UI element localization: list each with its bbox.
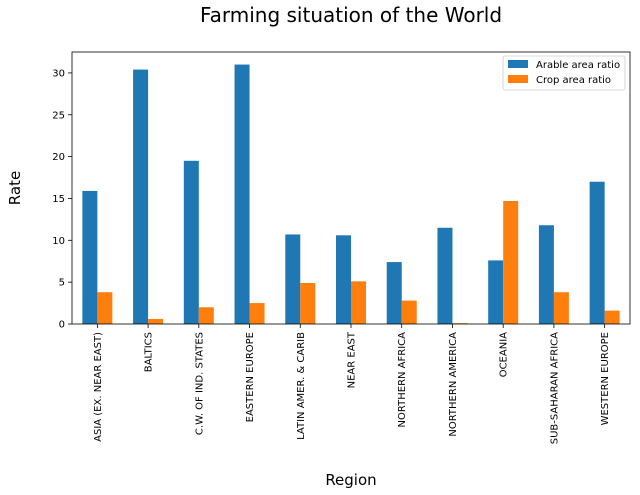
x-tick-label: NORTHERN AFRICA <box>397 332 408 428</box>
bar-crop-2 <box>198 307 214 324</box>
bar-crop-6 <box>401 300 417 324</box>
chart-title: Farming situation of the World <box>200 3 502 27</box>
bars-group <box>82 64 620 325</box>
x-tick-label: C.W. OF IND. STATES <box>194 332 205 435</box>
x-tick-label: WESTERN EUROPE <box>600 332 611 425</box>
x-axis-label: Region <box>325 471 376 489</box>
bar-arable-8 <box>488 260 504 324</box>
x-axis-ticks: ASIA (EX. NEAR EAST) BALTICS C.W. OF IND. … <box>93 324 611 444</box>
y-tick-label: 15 <box>52 194 65 205</box>
x-tick-label: NORTHERN AMERICA <box>448 332 459 437</box>
legend-box <box>502 55 626 91</box>
x-tick-label: ASIA (EX. NEAR EAST) <box>93 332 104 442</box>
bar-arable-7 <box>437 227 453 324</box>
bar-crop-7 <box>452 323 468 324</box>
bar-arable-0 <box>82 190 98 324</box>
y-tick-label: 25 <box>52 110 65 121</box>
bar-crop-0 <box>97 292 113 324</box>
legend: Arable area ratio Crop area ratio <box>502 55 626 91</box>
bar-arable-6 <box>386 262 402 324</box>
x-tick-label: BALTICS <box>144 332 155 372</box>
x-tick-label: LATIN AMER. & CARIB <box>296 332 307 440</box>
bar-crop-10 <box>604 310 620 324</box>
y-tick-label: 30 <box>52 68 65 79</box>
bar-arable-1 <box>133 69 149 325</box>
legend-label-crop: Crop area ratio <box>536 75 611 86</box>
bar-arable-4 <box>285 234 301 324</box>
plot-frame <box>71 51 631 325</box>
x-tick-label: NEAR EAST <box>347 331 358 388</box>
bar-arable-5 <box>336 235 351 324</box>
y-tick-label: 20 <box>52 152 65 163</box>
bar-crop-5 <box>351 281 366 324</box>
x-tick-label: EASTERN EUROPE <box>245 332 256 422</box>
bar-arable-2 <box>183 160 199 324</box>
legend-label-arable: Arable area ratio <box>536 60 620 71</box>
bar-crop-8 <box>503 200 519 324</box>
x-tick-label: OCEANIA <box>499 332 510 377</box>
bar-arable-9 <box>538 225 554 324</box>
y-axis-ticks: 0 5 10 15 20 25 30 <box>52 68 72 331</box>
y-tick-label: 0 <box>59 320 65 331</box>
bar-crop-3 <box>249 303 265 324</box>
bar-arable-3 <box>234 64 250 325</box>
bar-crop-4 <box>300 282 316 324</box>
bar-arable-10 <box>589 181 605 324</box>
y-axis-label: Rate <box>6 171 24 205</box>
legend-swatch-arable <box>508 60 528 68</box>
x-tick-label: SUB-SAHARAN AFRICA <box>549 332 560 444</box>
legend-swatch-crop <box>508 75 528 83</box>
bar-crop-9 <box>553 292 569 324</box>
y-tick-label: 10 <box>52 236 65 247</box>
bar-crop-1 <box>148 318 164 324</box>
y-tick-label: 5 <box>59 278 65 289</box>
